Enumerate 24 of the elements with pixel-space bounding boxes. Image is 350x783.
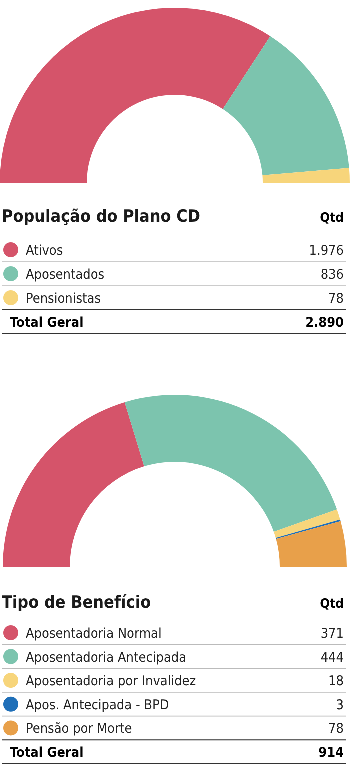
- data-label: 836: [320, 267, 344, 283]
- legend-label: Pensionistas: [26, 291, 102, 307]
- legend-label: Aposentadoria Normal: [26, 626, 162, 642]
- data-label: 78: [328, 721, 344, 738]
- text: Qtd: [320, 597, 344, 612]
- legend-label: Aposentadoria Antecipada: [26, 650, 187, 666]
- data-label: 3: [336, 697, 344, 714]
- text: Qtd: [320, 211, 344, 226]
- legend-label: Aposentados: [26, 267, 105, 283]
- data-label: 444: [320, 650, 344, 666]
- data-label: 18: [328, 674, 344, 690]
- text: Total Geral: [10, 745, 84, 761]
- legend-label: Apos. Antecipada - BPD: [26, 697, 170, 714]
- data-label: 1.976: [309, 243, 344, 259]
- data-label: 78: [328, 291, 344, 307]
- data-label: 371: [320, 626, 344, 642]
- text: Total Geral: [10, 315, 84, 331]
- text: 2.890: [306, 315, 344, 331]
- legend-label: Pensão por Morte: [26, 721, 132, 738]
- legend-label: Ativos: [26, 243, 64, 259]
- text: 914: [318, 745, 344, 761]
- legend-label: Aposentadoria por Invalidez: [26, 674, 196, 690]
- text: População do Plano CD: [2, 207, 201, 227]
- text: Tipo de Benefício: [2, 593, 152, 613]
